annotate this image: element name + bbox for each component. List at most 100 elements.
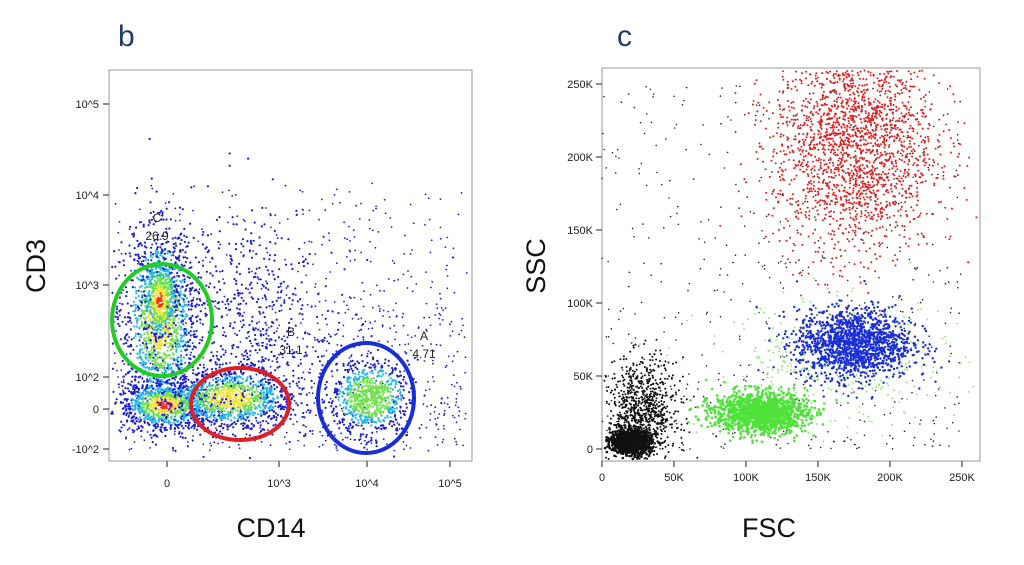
panel-b-event-dot — [283, 374, 285, 377]
panel-b-event-dot — [142, 275, 145, 278]
panel-b-event-dot — [133, 258, 136, 261]
panel-b-event-dot — [210, 392, 214, 395]
panel-b-event-dot — [348, 249, 351, 252]
panel-b-event-dot — [176, 343, 179, 346]
panel-b-event-dot — [309, 368, 311, 371]
panel-b-event-dot — [171, 277, 174, 280]
panel-b-event-dot — [161, 419, 164, 422]
panel-b-event-dot — [145, 309, 148, 312]
panel-b-event-dot — [179, 219, 181, 222]
panel-b-event-dot — [149, 300, 152, 304]
panel-b-event-dot — [333, 301, 336, 303]
panel-b-event-dot — [150, 218, 153, 221]
panel-b-event-dot — [370, 424, 373, 427]
panel-b-event-dot — [325, 349, 328, 352]
panel-b-event-dot — [179, 287, 182, 290]
panel-b-event-dot — [321, 443, 324, 446]
panel-b-event-dot — [241, 353, 243, 356]
panel-b-event-dot — [178, 236, 181, 240]
panel-b-event-dot — [128, 403, 131, 406]
panel-b-event-dot — [254, 407, 257, 410]
panel-b-event-dot — [125, 413, 128, 417]
panel-b-event-dot — [155, 242, 158, 245]
panel-b-event-dot — [463, 336, 466, 339]
panel-b-event-dot — [364, 320, 367, 323]
panel-b-event-dot — [234, 435, 237, 438]
panel-b-event-dot — [143, 255, 146, 259]
panel-b-event-dot — [281, 356, 284, 359]
panel-b-event-dot — [159, 395, 162, 398]
panel-b-event-dot — [130, 411, 133, 414]
panel-b-event-dot — [134, 422, 137, 425]
panel-b-event-dot — [423, 316, 425, 319]
panel-b-event-dot — [144, 361, 148, 364]
panel-b-event-dot — [437, 428, 440, 431]
panel-b-event-dot — [201, 371, 204, 374]
panel-b-event-dot — [216, 406, 219, 409]
panel-b-event-dot — [139, 344, 142, 347]
panel-b-event-dot — [302, 318, 304, 320]
panel-b-event-dot — [146, 304, 149, 307]
panel-b-event-dot — [187, 423, 190, 427]
panel-b-event-dot — [377, 231, 380, 233]
panel-b-event-dot — [137, 332, 140, 335]
panel-b-event-dot — [143, 409, 146, 412]
panel-b-event-dot — [189, 334, 192, 337]
panel-b-event-dot — [227, 394, 230, 397]
panel-b-event-dot — [146, 431, 149, 433]
panel-b-event-dot — [152, 381, 155, 383]
panel-b-event-dot — [349, 240, 351, 242]
panel-b-event-dot — [208, 420, 211, 423]
panel-b-event-dot — [207, 286, 210, 289]
panel-b-event-dot — [306, 332, 309, 335]
panel-b-event-dot — [130, 279, 133, 282]
panel-b-event-dot — [348, 191, 351, 193]
panel-b-event-dot — [352, 388, 355, 391]
panel-b-event-dot — [301, 387, 304, 390]
panel-b-event-dot — [166, 294, 169, 297]
panel-b-event-dot — [267, 378, 270, 381]
panel-b-event-dot — [357, 388, 360, 391]
panel-b-event-dot — [128, 390, 131, 393]
panel-b-event-dot — [234, 383, 238, 386]
panel-b-event-dot — [127, 320, 130, 323]
panel-b-event-dot — [184, 315, 187, 318]
panel-b-event-dot — [174, 430, 176, 433]
panel-b-event-dot — [186, 304, 189, 307]
panel-b-event-dot — [455, 398, 458, 400]
panel-b-event-dot — [152, 339, 155, 342]
panel-b-event-dot — [190, 426, 193, 429]
panel-b-event-dot — [245, 397, 248, 400]
panel-b-event-dot — [206, 385, 209, 388]
panel-b-event-dot — [369, 321, 372, 324]
panel-b-event-dot — [138, 352, 141, 355]
panel-b-event-dot — [216, 389, 219, 392]
panel-b-event-dot — [444, 307, 447, 310]
panel-b-event-dot — [122, 379, 125, 382]
panel-b-event-dot — [171, 280, 174, 283]
panel-b-event-dot — [138, 391, 141, 395]
panel-b-event-dot — [411, 290, 414, 293]
panel-b-event-dot — [465, 272, 468, 274]
panel-b-event-dot — [171, 300, 174, 304]
panel-b-event-dot — [321, 314, 324, 316]
panel-b-event-dot — [129, 352, 132, 355]
panel-b-event-dot — [170, 347, 174, 350]
panel-b-event-dot — [172, 391, 175, 394]
panel-b-event-dot — [439, 323, 441, 326]
panel-b-event-dot — [314, 305, 317, 308]
panel-b-event-dot — [357, 421, 360, 424]
panel-b-event-dot — [179, 397, 182, 400]
panel-b-event-dot — [151, 289, 154, 292]
panel-b-event-dot — [170, 259, 173, 261]
panel-b-event-dot — [162, 405, 165, 408]
panel-b-event-dot — [182, 323, 185, 326]
panel-b-event-dot — [216, 363, 219, 366]
panel-b-event-dot — [156, 343, 160, 346]
panel-b-event-dot — [134, 308, 137, 311]
panel-b-event-dot — [163, 413, 166, 416]
panel-b-event-dot — [153, 394, 156, 397]
panel-b-event-dot — [189, 353, 192, 356]
panel-b-event-dot — [276, 395, 279, 398]
